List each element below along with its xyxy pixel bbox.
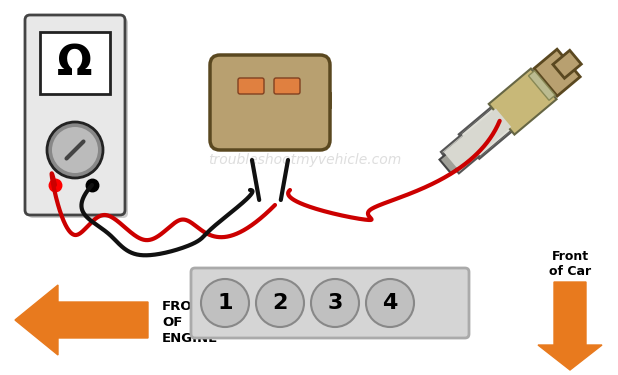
- Polygon shape: [553, 50, 582, 78]
- Polygon shape: [459, 57, 571, 159]
- Circle shape: [47, 122, 103, 178]
- FancyBboxPatch shape: [274, 78, 300, 94]
- Polygon shape: [441, 94, 528, 173]
- Polygon shape: [15, 285, 148, 355]
- Circle shape: [256, 279, 304, 327]
- Text: 3: 3: [328, 293, 343, 313]
- Text: FRONT
OF
ENGINE: FRONT OF ENGINE: [162, 300, 218, 345]
- Polygon shape: [443, 135, 480, 171]
- FancyBboxPatch shape: [238, 78, 264, 94]
- Text: 2: 2: [273, 293, 288, 313]
- Circle shape: [366, 279, 414, 327]
- Text: Front
of Car: Front of Car: [549, 250, 591, 278]
- Polygon shape: [528, 70, 555, 100]
- FancyBboxPatch shape: [210, 55, 330, 150]
- Circle shape: [311, 279, 359, 327]
- Text: troubleshootmyvehicle.com: troubleshootmyvehicle.com: [208, 153, 402, 167]
- FancyBboxPatch shape: [25, 15, 125, 215]
- Polygon shape: [493, 72, 553, 131]
- Polygon shape: [444, 97, 525, 171]
- Text: Ω: Ω: [57, 42, 93, 84]
- FancyBboxPatch shape: [191, 268, 469, 338]
- Polygon shape: [462, 60, 568, 156]
- Text: 4: 4: [383, 293, 398, 313]
- Polygon shape: [489, 69, 557, 135]
- Polygon shape: [439, 148, 465, 173]
- Polygon shape: [534, 49, 580, 96]
- Polygon shape: [538, 282, 602, 370]
- Circle shape: [52, 127, 98, 173]
- FancyBboxPatch shape: [28, 18, 128, 218]
- Text: 1: 1: [218, 293, 233, 313]
- Bar: [210, 93, 222, 107]
- Bar: [318, 93, 330, 107]
- Circle shape: [201, 279, 249, 327]
- Bar: [40, 32, 110, 94]
